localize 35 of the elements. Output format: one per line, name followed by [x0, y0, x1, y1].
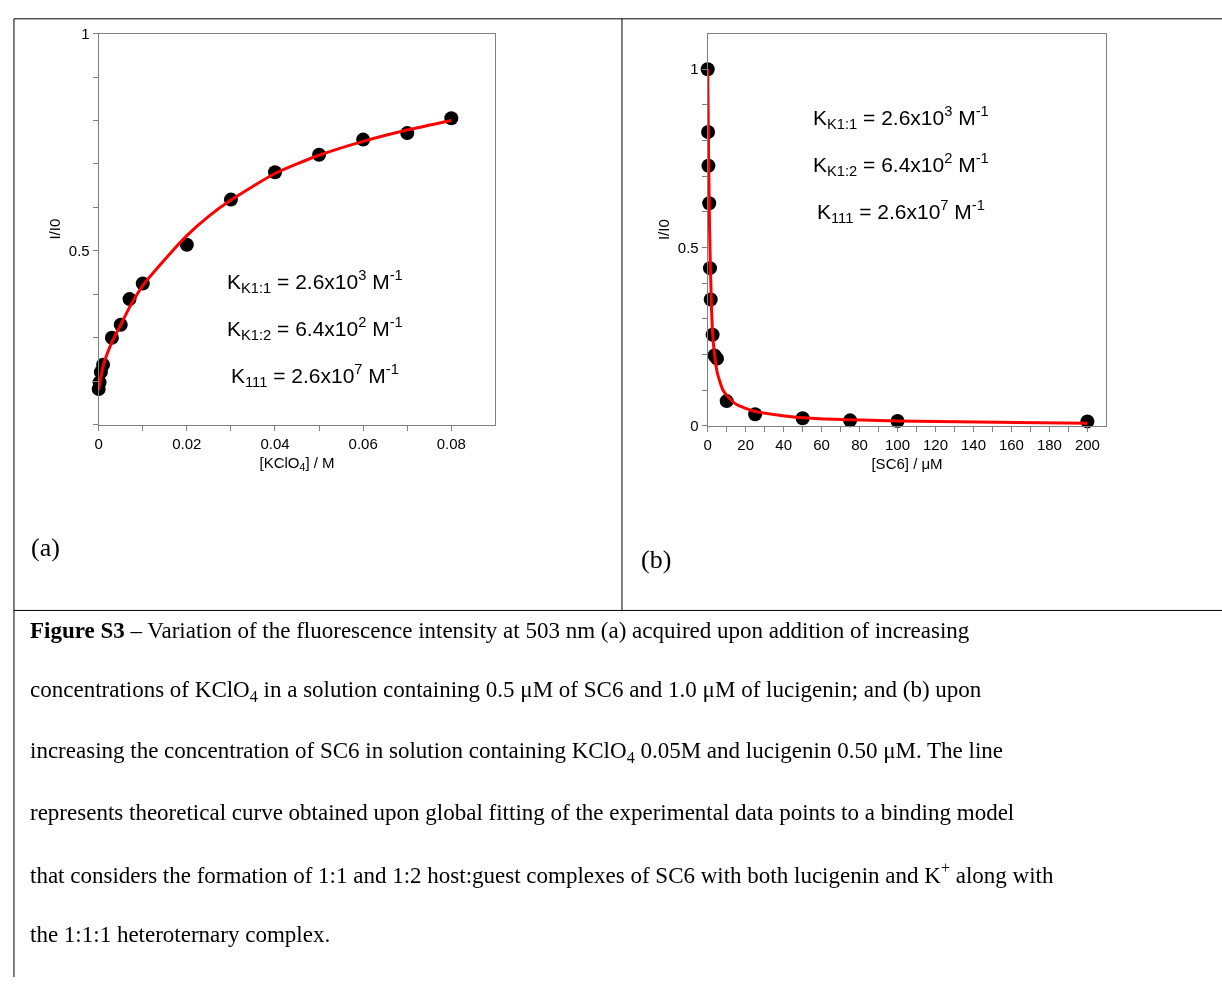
annotation: K$_{K1:1}$ = 2.6x10$^{3}$ M$^{-1}$ [813, 103, 989, 133]
x-tick-label: 0 [94, 434, 103, 452]
x-tick-label: 0.04 [260, 434, 290, 452]
point [179, 237, 194, 252]
annotation: K$_{111}$ = 2.6x10$^{7}$ M$^{-1}$ [231, 361, 399, 391]
annotation: K$_{111}$ = 2.6x10$^{7}$ M$^{-1}$ [817, 197, 985, 227]
x-tick-label: 100 [885, 435, 911, 453]
text: (a) [31, 533, 60, 562]
x-tick-label: 0.02 [172, 434, 202, 452]
text: Figure S3 [30, 618, 125, 643]
x-tick-label: 120 [922, 435, 949, 453]
annotation: K$_{K1:2}$ = 6.4x10$^{2}$ M$^{-1}$ [813, 150, 989, 180]
x-tick-label: 200 [1074, 435, 1100, 453]
x-tick-label: 180 [1036, 435, 1062, 453]
y-tick-label: 0 [690, 416, 699, 434]
x-tick-label: 60 [813, 435, 830, 453]
x-tick-label: 20 [737, 435, 754, 453]
x-tick-label: 140 [960, 435, 986, 453]
y-tick-label: 0.5 [68, 242, 90, 260]
annotation: K$_{K1:1}$ = 2.6x10$^{3}$ M$^{-1}$ [227, 267, 403, 297]
x-axis-title: [KClO$_{4}$] / M [259, 453, 335, 473]
y-tick-label: 1 [690, 60, 699, 78]
x-tick-label: 0 [703, 435, 712, 453]
text: (b) [641, 545, 672, 574]
y-tick-label: 0.5 [677, 238, 699, 256]
y-axis-title: I/I0 [655, 219, 673, 241]
x-tick-label: 40 [775, 435, 792, 453]
x-tick-label: 0.06 [348, 434, 378, 452]
x-tick-label: 160 [998, 435, 1024, 453]
x-tick-label: 0.08 [436, 434, 466, 452]
y-axis-title: I/I0 [46, 218, 64, 240]
x-axis-title: [SC6] / μM [871, 454, 943, 472]
annotation: K$_{K1:2}$ = 6.4x10$^{2}$ M$^{-1}$ [227, 314, 403, 344]
y-tick-label: 1 [81, 24, 90, 42]
x-tick-label: 80 [851, 435, 868, 453]
